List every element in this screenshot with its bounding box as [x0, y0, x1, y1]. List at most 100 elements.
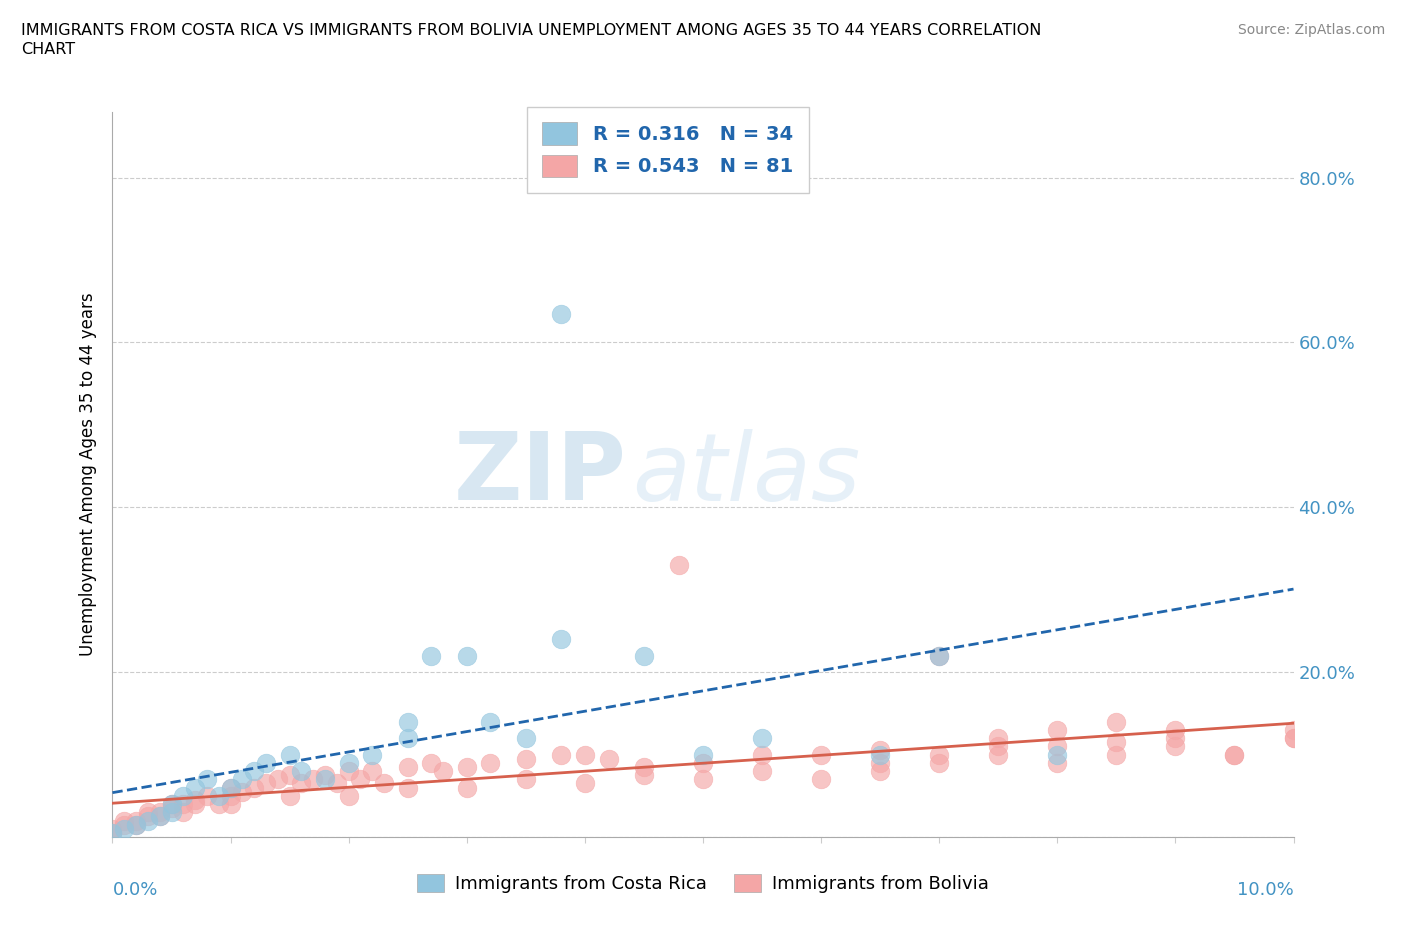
Point — [456, 648, 478, 663]
Point — [1105, 747, 1128, 762]
Text: ZIP: ZIP — [453, 429, 626, 520]
Point — [101, 826, 124, 841]
Point — [254, 776, 277, 790]
Point — [810, 772, 832, 787]
Point — [195, 789, 218, 804]
Point — [337, 789, 360, 804]
Point — [1046, 738, 1069, 753]
Point — [112, 821, 135, 836]
Point — [515, 772, 537, 787]
Point — [751, 764, 773, 778]
Point — [278, 789, 301, 804]
Point — [633, 648, 655, 663]
Point — [396, 714, 419, 729]
Point — [349, 772, 371, 787]
Point — [195, 772, 218, 787]
Text: IMMIGRANTS FROM COSTA RICA VS IMMIGRANTS FROM BOLIVIA UNEMPLOYMENT AMONG AGES 35: IMMIGRANTS FROM COSTA RICA VS IMMIGRANTS… — [21, 23, 1042, 38]
Point — [751, 731, 773, 746]
Point — [456, 760, 478, 775]
Point — [101, 821, 124, 836]
Point — [136, 809, 159, 824]
Point — [1282, 723, 1305, 737]
Point — [1046, 747, 1069, 762]
Point — [125, 817, 148, 832]
Point — [172, 789, 194, 804]
Text: 0.0%: 0.0% — [112, 881, 157, 898]
Point — [928, 755, 950, 770]
Point — [692, 772, 714, 787]
Point — [479, 714, 502, 729]
Point — [1164, 731, 1187, 746]
Point — [219, 789, 242, 804]
Point — [149, 804, 172, 819]
Point — [1223, 747, 1246, 762]
Point — [136, 804, 159, 819]
Point — [361, 747, 384, 762]
Point — [692, 755, 714, 770]
Point — [869, 764, 891, 778]
Point — [136, 813, 159, 828]
Point — [290, 776, 312, 790]
Point — [987, 731, 1010, 746]
Point — [550, 747, 572, 762]
Point — [160, 797, 183, 812]
Point — [184, 780, 207, 795]
Point — [396, 760, 419, 775]
Point — [1164, 738, 1187, 753]
Point — [125, 813, 148, 828]
Point — [361, 764, 384, 778]
Point — [751, 747, 773, 762]
Point — [243, 764, 266, 778]
Text: Source: ZipAtlas.com: Source: ZipAtlas.com — [1237, 23, 1385, 37]
Text: CHART: CHART — [21, 42, 75, 57]
Point — [172, 804, 194, 819]
Point — [928, 648, 950, 663]
Text: atlas: atlas — [633, 429, 860, 520]
Point — [112, 813, 135, 828]
Point — [314, 768, 336, 783]
Point — [278, 768, 301, 783]
Point — [326, 776, 349, 790]
Point — [101, 826, 124, 841]
Point — [515, 751, 537, 766]
Point — [254, 755, 277, 770]
Point — [574, 747, 596, 762]
Point — [692, 747, 714, 762]
Point — [208, 797, 231, 812]
Point — [633, 768, 655, 783]
Point — [1046, 723, 1069, 737]
Point — [231, 772, 253, 787]
Point — [869, 743, 891, 758]
Point — [598, 751, 620, 766]
Y-axis label: Unemployment Among Ages 35 to 44 years: Unemployment Among Ages 35 to 44 years — [79, 293, 97, 656]
Point — [869, 755, 891, 770]
Point — [149, 809, 172, 824]
Point — [160, 801, 183, 816]
Point — [550, 631, 572, 646]
Point — [869, 747, 891, 762]
Point — [314, 772, 336, 787]
Point — [1105, 714, 1128, 729]
Point — [373, 776, 395, 790]
Point — [337, 764, 360, 778]
Point — [208, 789, 231, 804]
Point — [479, 755, 502, 770]
Point — [1164, 723, 1187, 737]
Point — [243, 780, 266, 795]
Point — [515, 731, 537, 746]
Point — [290, 764, 312, 778]
Point — [160, 804, 183, 819]
Point — [928, 648, 950, 663]
Point — [1105, 735, 1128, 750]
Point — [928, 747, 950, 762]
Point — [112, 817, 135, 832]
Point — [302, 772, 325, 787]
Point — [149, 809, 172, 824]
Point — [278, 747, 301, 762]
Point — [267, 772, 290, 787]
Point — [184, 797, 207, 812]
Point — [987, 738, 1010, 753]
Point — [219, 780, 242, 795]
Point — [184, 792, 207, 807]
Point — [550, 306, 572, 321]
